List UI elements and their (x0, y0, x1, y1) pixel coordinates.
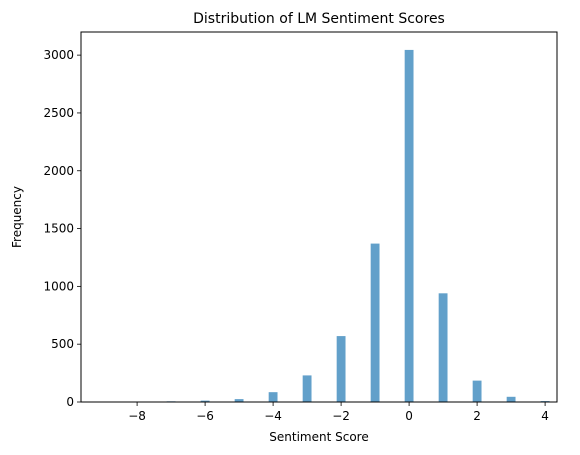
x-axis-title: Sentiment Score (269, 430, 368, 444)
x-tick-label: 2 (473, 409, 481, 423)
bar (234, 399, 244, 402)
y-axis-ticks: 0 500 1000 1500 2000 2500 3000 (43, 48, 81, 409)
x-tick-label: −8 (128, 409, 146, 423)
bar (200, 400, 210, 402)
bar (472, 380, 482, 402)
y-axis-title: Frequency (10, 186, 24, 248)
x-axis-ticks: −8 −6 −4 −2 0 2 4 (128, 402, 549, 423)
bar (336, 336, 346, 402)
x-tick-label: 0 (405, 409, 413, 423)
bar (370, 243, 380, 402)
bar (268, 392, 278, 402)
x-tick-label: −2 (332, 409, 350, 423)
bar (404, 49, 414, 402)
x-tick-label: −6 (196, 409, 214, 423)
y-tick-label: 0 (66, 395, 74, 409)
x-tick-label: 4 (541, 409, 549, 423)
x-tick-label: −4 (264, 409, 282, 423)
y-tick-label: 2500 (43, 106, 74, 120)
y-tick-label: 500 (51, 337, 74, 351)
bar (302, 375, 312, 402)
y-tick-label: 1000 (43, 279, 74, 293)
plot-frame (80, 31, 558, 403)
bars-group (98, 49, 550, 402)
chart-title: Distribution of LM Sentiment Scores (193, 11, 445, 27)
bar (438, 293, 448, 402)
bar (506, 396, 516, 402)
y-tick-label: 1500 (43, 222, 74, 236)
y-tick-label: 3000 (43, 48, 74, 62)
y-tick-label: 2000 (43, 164, 74, 178)
